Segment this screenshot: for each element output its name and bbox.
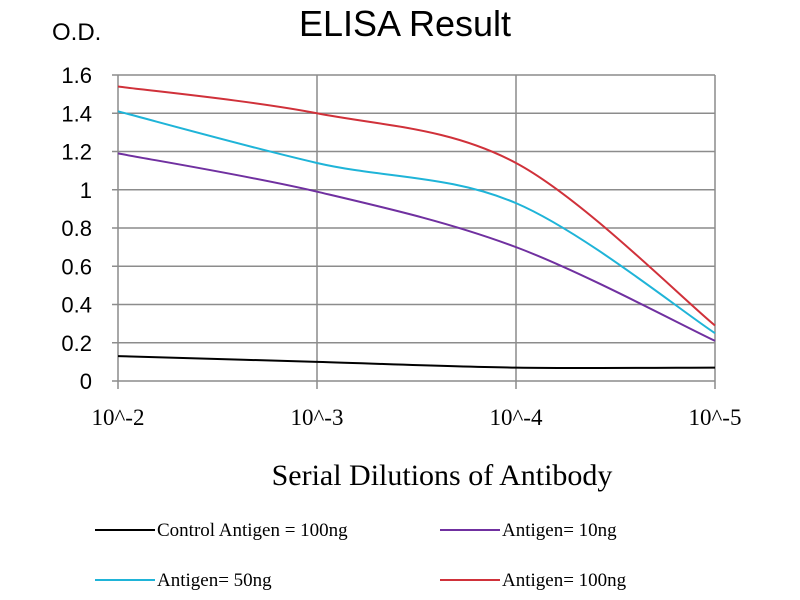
y-axis-label: O.D. [52,19,101,46]
x-tick-label: 10^-2 [92,405,145,430]
chart-title: ELISA Result [299,3,511,44]
y-tick-label: 0 [80,369,92,394]
legend-label: Antigen= 10ng [502,520,617,541]
series-line [117,355,716,370]
y-tick-label: 0.6 [61,254,92,279]
legend-label: Antigen= 100ng [502,570,627,591]
series-line [117,152,716,342]
x-axis-label: Serial Dilutions of Antibody [272,459,613,492]
y-tick-label: 0.2 [61,331,92,356]
x-tick-label: 10^-4 [490,405,543,430]
grid [112,74,716,389]
legend-item: Antigen= 50ng [95,570,272,591]
y-tick-label: 1.6 [61,63,92,88]
legend-item: Control Antigen = 100ng [95,520,348,541]
legend-label: Control Antigen = 100ng [157,520,348,541]
y-tick-label: 1.2 [61,140,92,165]
x-tick-label: 10^-3 [291,405,344,430]
y-tick-label: 1 [80,178,92,203]
x-tick-label: 10^-5 [689,405,742,430]
y-tick-label: 0.8 [61,216,92,241]
legend-item: Antigen= 10ng [440,520,617,541]
series-lines [117,85,716,370]
y-tick-label: 0.4 [61,293,92,318]
legend-item: Antigen= 100ng [440,570,627,591]
legend: Control Antigen = 100ng Antigen= 10ng Anti… [95,520,627,591]
x-ticks: 10^-2 10^-3 10^-4 10^-5 [92,405,742,430]
legend-label: Antigen= 50ng [157,570,272,591]
y-ticks: 0 0.2 0.4 0.6 0.8 1 1.2 1.4 1.6 [61,63,92,394]
series-line [117,110,716,335]
y-tick-label: 1.4 [61,101,92,126]
series-line [117,85,716,327]
